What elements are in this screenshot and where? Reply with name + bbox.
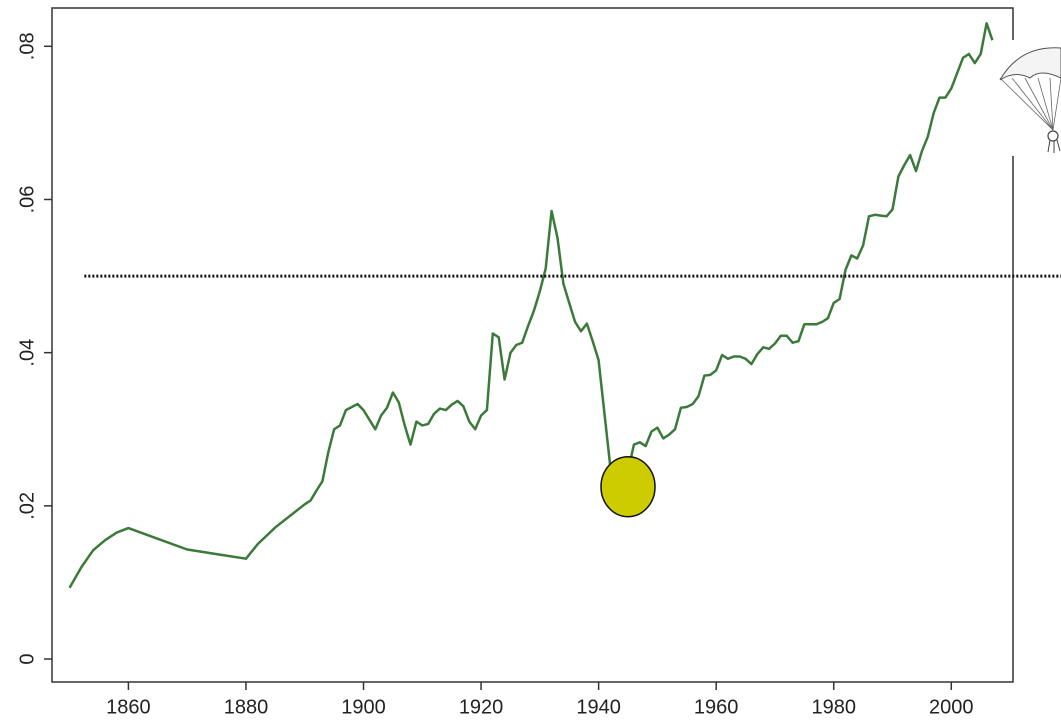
jumper-legs xyxy=(1047,139,1061,153)
cord xyxy=(1052,77,1061,131)
x-tick-label: 1940 xyxy=(576,696,621,718)
x-tick-label: 1900 xyxy=(341,696,386,718)
highlight-marker xyxy=(600,455,656,518)
cord xyxy=(999,77,1054,131)
plot-frame xyxy=(51,7,1014,683)
x-tick-label: 2000 xyxy=(929,696,974,718)
x-tick-label: 1920 xyxy=(459,696,504,718)
y-tick-label: 0 xyxy=(16,653,38,664)
y-tick-label: .04 xyxy=(16,339,38,367)
cord xyxy=(1024,77,1054,131)
x-tick-label: 1960 xyxy=(694,696,739,718)
x-tick-label: 1880 xyxy=(224,696,269,718)
y-tick-label: .06 xyxy=(16,186,38,214)
x-tick-label: 1980 xyxy=(811,696,856,718)
cord xyxy=(1049,77,1054,131)
canopy xyxy=(999,47,1061,81)
data-line xyxy=(68,22,994,589)
y-tick-label: .02 xyxy=(16,492,38,520)
cord xyxy=(1037,77,1054,131)
x-tick-label: 1860 xyxy=(106,696,151,718)
cord xyxy=(1011,77,1054,131)
jumper xyxy=(1047,130,1059,142)
y-tick-label: .08 xyxy=(16,32,38,60)
parachute-icon xyxy=(995,40,1061,156)
